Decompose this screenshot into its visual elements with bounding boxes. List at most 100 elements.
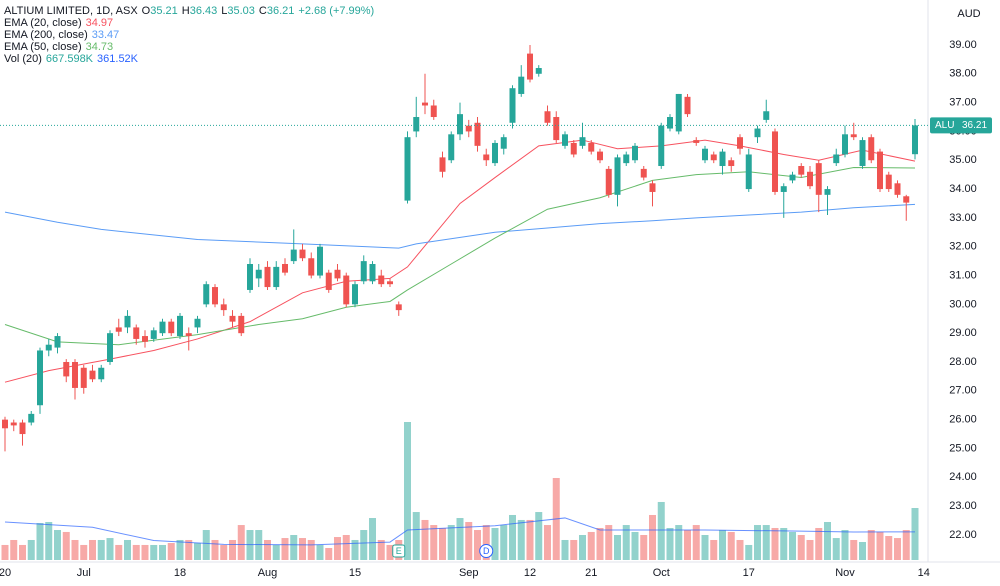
volume-bar bbox=[27, 539, 35, 560]
volume-bar bbox=[596, 527, 604, 560]
candle-body bbox=[404, 137, 411, 201]
y-tick-label: 24.00 bbox=[949, 471, 977, 483]
candle-body bbox=[264, 266, 271, 288]
candle-body bbox=[842, 134, 848, 155]
candle-body bbox=[212, 287, 218, 305]
volume-bar bbox=[36, 523, 44, 560]
x-tick-label: 18 bbox=[174, 567, 186, 579]
candle-body bbox=[430, 105, 437, 118]
header-row: ALTIUM LIMITED, 1D, ASX O35.21 H36.43 L35.0… bbox=[4, 5, 378, 17]
candle-body bbox=[290, 249, 297, 262]
volume-bar bbox=[430, 525, 438, 560]
candle-body bbox=[868, 137, 875, 161]
candle-body bbox=[500, 137, 507, 149]
x-tick-label: 17 bbox=[743, 567, 755, 579]
volume-bar bbox=[1, 544, 9, 560]
legend-row: EMA (20, close) 34.97 bbox=[4, 17, 378, 29]
candle-body bbox=[229, 315, 236, 322]
ohlc-key: O bbox=[141, 5, 151, 17]
candle-body bbox=[815, 163, 822, 195]
volume-bar bbox=[859, 542, 866, 560]
volume-bar bbox=[675, 525, 683, 560]
ohlc-value: 36.21 bbox=[266, 5, 295, 17]
candle-body bbox=[745, 154, 752, 190]
candle-body bbox=[220, 304, 227, 311]
y-tick-label: 33.00 bbox=[949, 212, 977, 224]
volume-bar bbox=[526, 519, 534, 560]
volume-bar bbox=[377, 539, 385, 560]
candle-body bbox=[535, 68, 542, 74]
volume-bar bbox=[150, 544, 158, 560]
indicator-value: 34.73 bbox=[85, 41, 114, 53]
candle-body bbox=[719, 151, 726, 167]
candle-body bbox=[2, 419, 8, 429]
candle-body bbox=[378, 275, 385, 285]
volume-bar bbox=[544, 525, 551, 560]
legend-row: EMA (50, close) 34.73 bbox=[4, 41, 378, 53]
volume-bar bbox=[657, 501, 665, 560]
x-tick-label: Oct bbox=[653, 567, 670, 579]
volume-bar bbox=[54, 530, 61, 560]
candle-body bbox=[807, 171, 813, 187]
x-tick-label: Nov bbox=[835, 567, 855, 579]
candle-body bbox=[457, 114, 463, 135]
volume-bar bbox=[570, 539, 578, 560]
volume-bar bbox=[71, 539, 79, 560]
volume-bar bbox=[264, 539, 271, 560]
volume-bar bbox=[421, 519, 429, 560]
volume-bar bbox=[867, 530, 875, 560]
candle-body bbox=[343, 275, 350, 305]
candle-body bbox=[885, 174, 892, 190]
candle-body bbox=[527, 53, 533, 80]
candle-body bbox=[203, 284, 210, 305]
candle-body bbox=[684, 96, 691, 115]
candle-body bbox=[605, 168, 612, 195]
volume-bar bbox=[194, 543, 201, 560]
volume-bar bbox=[220, 544, 228, 560]
volume-bar bbox=[202, 530, 210, 560]
volume-bar bbox=[62, 531, 70, 560]
volume-bar bbox=[902, 530, 910, 560]
y-tick-label: 27.00 bbox=[949, 385, 977, 397]
candle-body bbox=[133, 327, 140, 339]
candle-body bbox=[789, 174, 796, 181]
candle-body bbox=[614, 157, 621, 195]
candle-body bbox=[413, 117, 420, 132]
volume-bar bbox=[386, 544, 394, 560]
volume-bar bbox=[622, 525, 630, 560]
candle-body bbox=[754, 128, 761, 138]
volume-bar bbox=[850, 539, 858, 560]
indicator-name: EMA (50, close) bbox=[4, 41, 82, 53]
indicator-name: EMA (20, close) bbox=[4, 17, 82, 29]
candle-body bbox=[667, 117, 673, 129]
candle-body bbox=[238, 315, 245, 334]
candle-body bbox=[483, 154, 490, 161]
candle-body bbox=[710, 154, 717, 161]
volume-bar bbox=[509, 514, 516, 560]
ohlc-key: H bbox=[181, 5, 190, 17]
y-tick-label: 30.00 bbox=[949, 298, 977, 310]
volume-bar bbox=[237, 525, 245, 560]
ohlc-value: 36.43 bbox=[189, 5, 218, 17]
y-tick-label: 31.00 bbox=[949, 269, 977, 281]
candle-body bbox=[877, 151, 883, 190]
candle-body bbox=[168, 321, 175, 334]
y-tick-label: 26.00 bbox=[949, 414, 977, 426]
indicator-value: 33.47 bbox=[91, 29, 120, 41]
ohlc-key: L bbox=[221, 5, 228, 17]
candle-body bbox=[150, 330, 157, 339]
volume-bar bbox=[649, 514, 656, 560]
volume-bar bbox=[692, 525, 700, 560]
volume-bar bbox=[334, 537, 341, 560]
candle-body bbox=[159, 321, 166, 334]
volume-bar bbox=[10, 539, 18, 560]
candle-body bbox=[282, 264, 288, 273]
volume-bar bbox=[640, 535, 648, 560]
candle-body bbox=[623, 154, 630, 164]
x-tick-label: 15 bbox=[349, 567, 361, 579]
y-tick-label: 38.00 bbox=[949, 68, 977, 80]
volume-bar bbox=[762, 525, 770, 560]
legend: ALTIUM LIMITED, 1D, ASX O35.21 H36.43 L35.0… bbox=[4, 5, 378, 65]
y-tick-label: 32.00 bbox=[949, 241, 977, 253]
